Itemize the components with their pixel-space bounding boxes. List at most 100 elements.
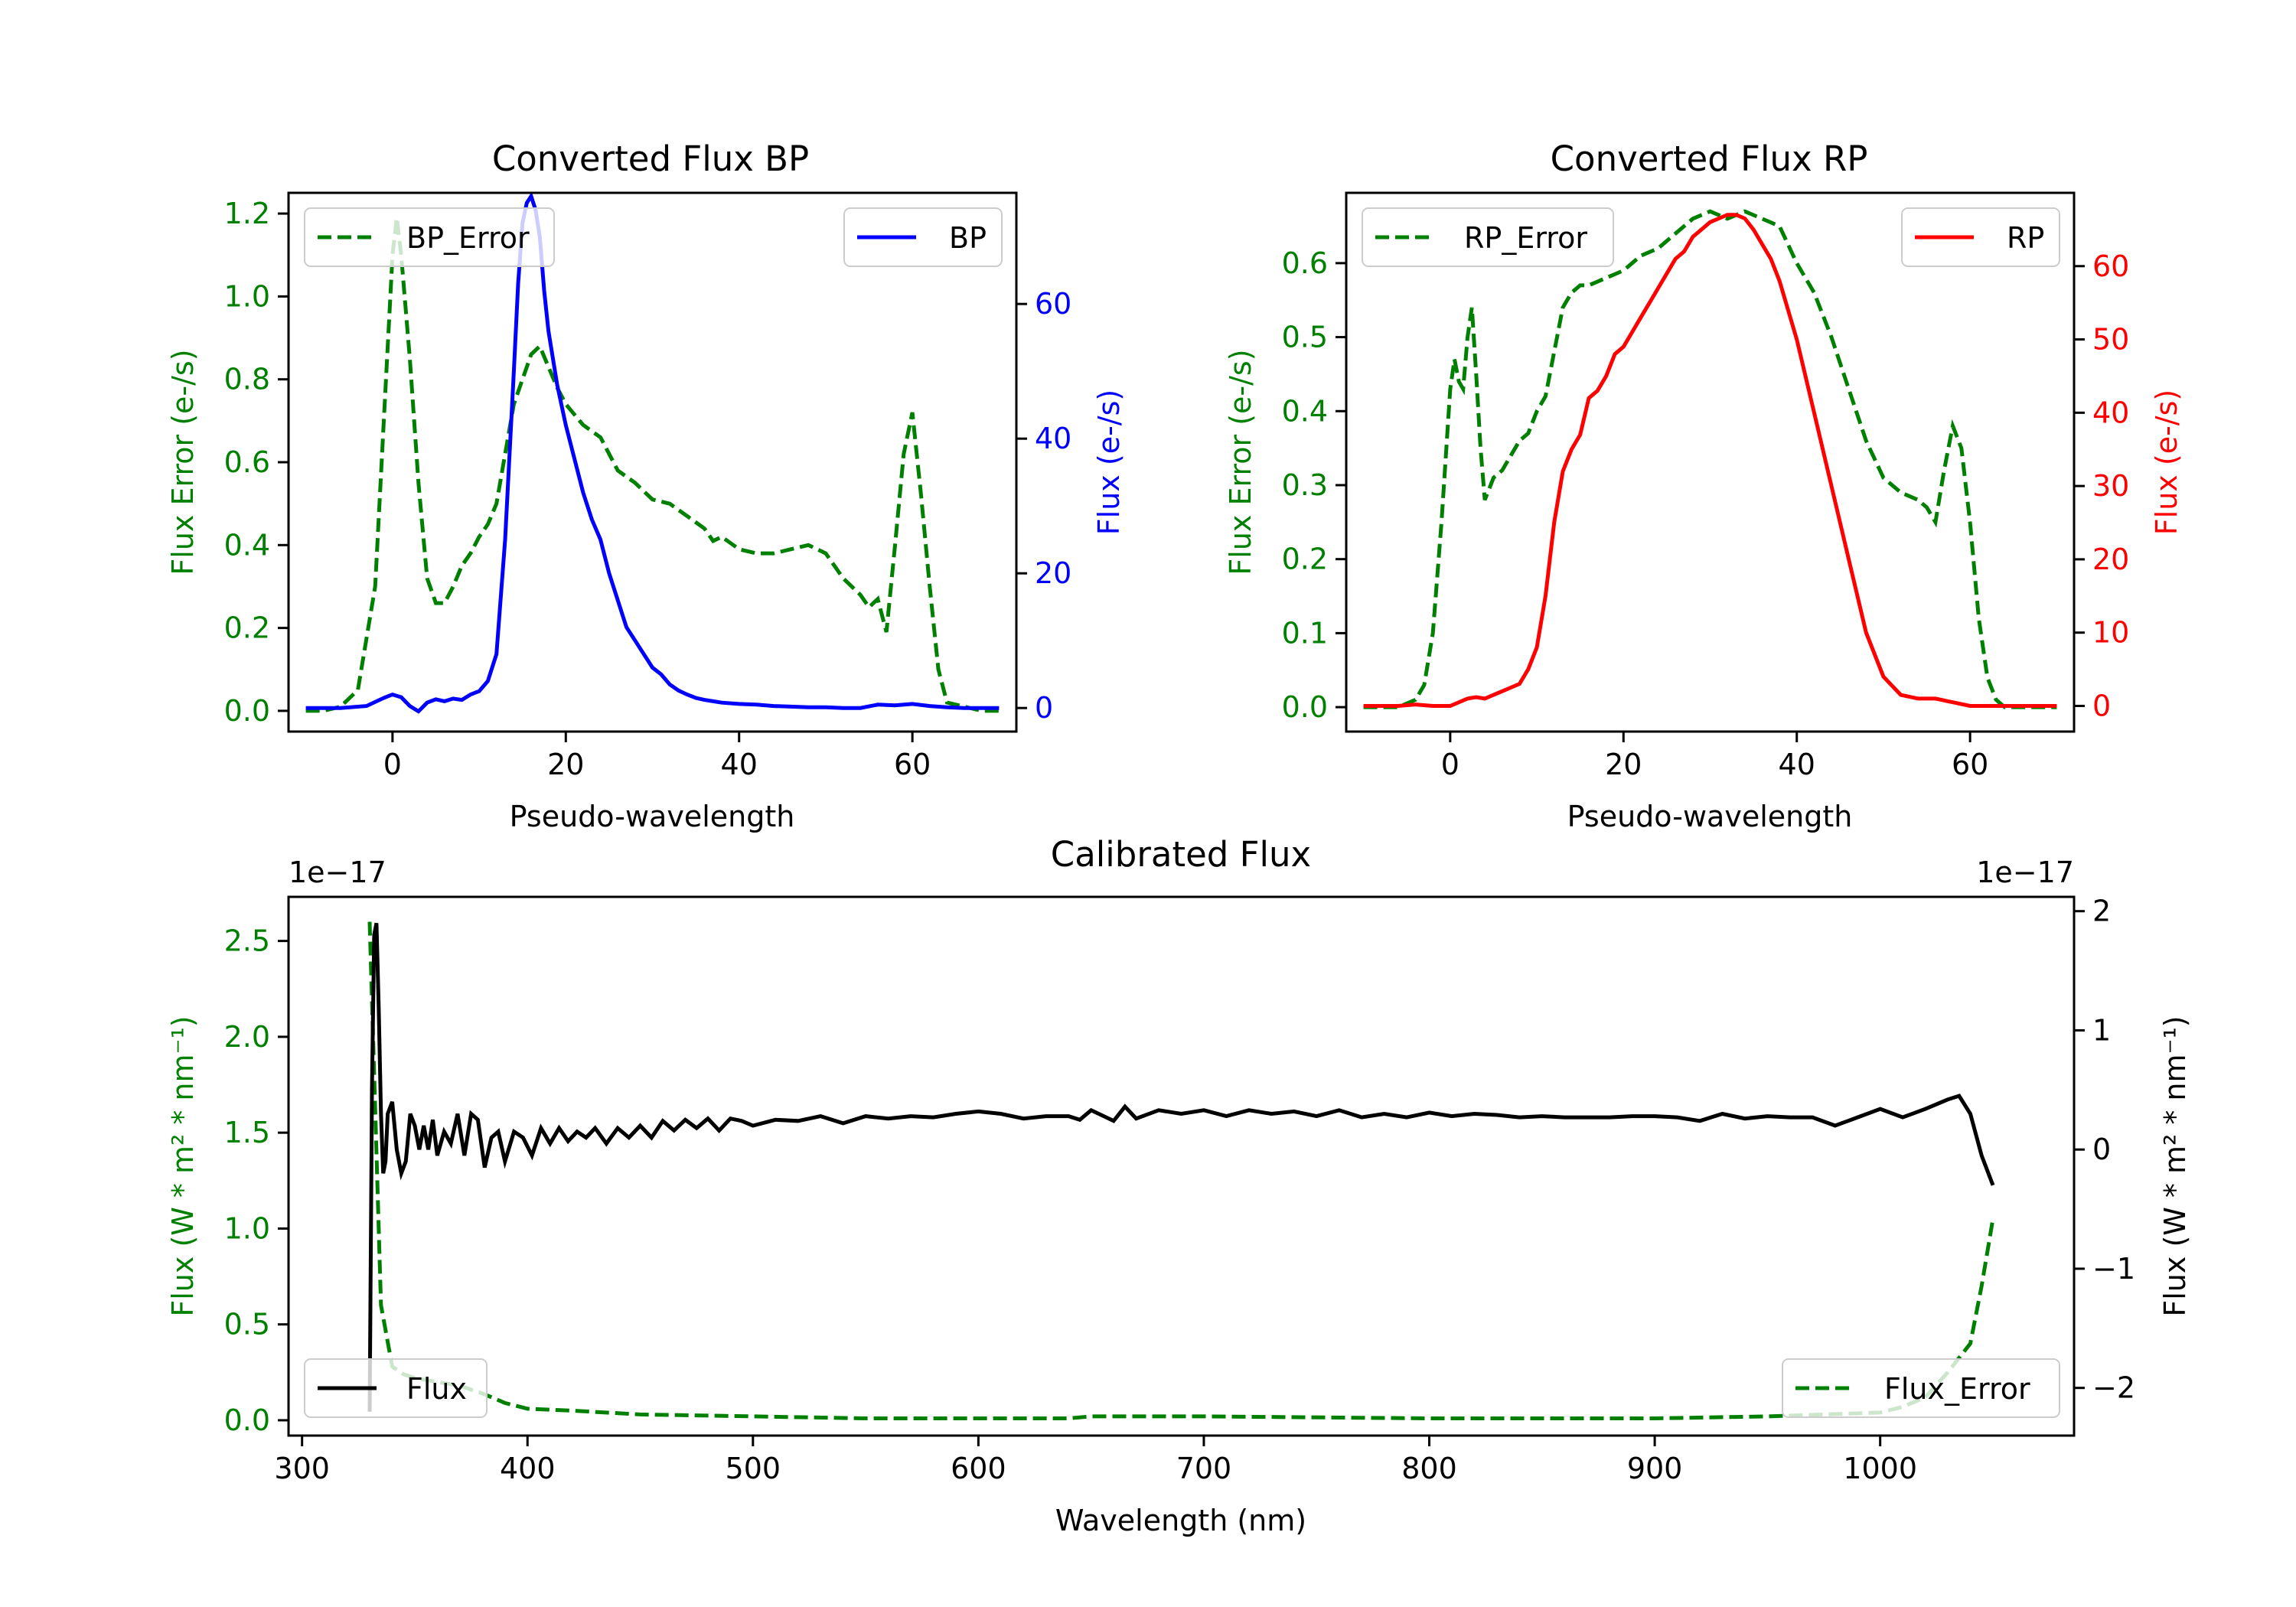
y-tick-label-left: 0.3: [1282, 468, 1328, 502]
y-tick-label-left: 0.0: [1282, 690, 1328, 724]
y-tick-label-right: 30: [2092, 469, 2129, 503]
rp-panel: Converted Flux RP 0 20 40 60 0.00.10.20.30.…: [1224, 139, 2183, 833]
bp-xlabel: Pseudo-wavelength: [510, 800, 795, 833]
y-tick-label-left: 0.2: [224, 611, 270, 645]
y-tick-label-left: 0.2: [1282, 543, 1328, 576]
y-tick-label-right: 1: [2092, 1013, 2111, 1047]
bp-plot-area: [305, 191, 1000, 714]
y-tick-label-left: 0.0: [224, 694, 270, 728]
y-tick-label-left: 1.0: [224, 279, 270, 313]
x-tick-label: 600: [951, 1452, 1006, 1485]
bp-error-line: [305, 217, 1000, 713]
rp-ylabel-left: Flux Error (e-/s): [1224, 349, 1257, 575]
y-tick-label-left: 0.5: [224, 1308, 270, 1341]
legend-label: RP_Error: [1464, 221, 1587, 255]
y-tick-label-right: 20: [1035, 556, 1071, 590]
rp-yticks-left: 0.0 0.1 0.2 0.3 0.4 0.5 0.6: [1282, 246, 1346, 724]
y-tick-label-left: 1.2: [224, 197, 270, 230]
cal-ylabel-left: Flux (W * m² * nm⁻¹): [166, 1015, 200, 1316]
y-tick-label-right: 0: [1035, 691, 1053, 725]
cal-panel: Calibrated Flux 1e−17 1e−17 300 400 500 600…: [166, 834, 2192, 1537]
rp-xlabel: Pseudo-wavelength: [1567, 800, 1853, 833]
cal-yticks-right: −2 −1 0 1 2: [2074, 895, 2135, 1405]
x-tick-label: 1000: [1843, 1452, 1917, 1485]
bp-title: Converted Flux BP: [492, 139, 809, 179]
cal-ylabel-right: Flux (W * m² * nm⁻¹): [2158, 1015, 2192, 1316]
rp-axes-frame: [1345, 191, 2076, 733]
bp-yticks-right: 0 20 40 60: [1016, 287, 1071, 725]
x-tick-label: 0: [383, 748, 402, 781]
y-tick-label-left: 0.5: [1282, 321, 1328, 354]
legend-label: BP: [949, 221, 987, 255]
cal-axes-frame: [287, 895, 2076, 1437]
x-tick-label: 40: [721, 748, 758, 781]
y-tick-label-left: 2.0: [224, 1020, 270, 1054]
legend-box: [843, 207, 1003, 267]
rp-ylabel-right: Flux (e-/s): [2150, 390, 2183, 535]
x-tick-label: 400: [500, 1452, 556, 1485]
cal-title: Calibrated Flux: [1051, 834, 1311, 875]
bp-yticks-left: 0.0 0.2 0.4 0.6 0.8 1.0 1.2: [224, 197, 289, 728]
rp-plot-area: [1363, 209, 2057, 709]
cal-scale-right: 1e−17: [1976, 856, 2074, 889]
legend-box: [1362, 207, 1614, 267]
y-tick-label-left: 0.1: [1282, 616, 1328, 650]
legend-box: [1901, 207, 2060, 267]
bp-xticks: 0 20 40 60: [383, 732, 931, 781]
y-tick-label-left: 0.8: [224, 363, 270, 396]
x-tick-label: 60: [1952, 748, 1988, 781]
y-tick-label-right: 20: [2092, 543, 2129, 576]
x-tick-label: 500: [726, 1452, 781, 1485]
legend-label: Flux_Error: [1884, 1372, 2030, 1406]
y-tick-label-right: 0: [2092, 689, 2111, 722]
legend-label: Flux: [406, 1372, 467, 1406]
y-tick-label-right: 40: [1035, 422, 1071, 455]
y-tick-label-left: 1.5: [224, 1116, 270, 1149]
y-tick-label-right: 10: [2092, 616, 2129, 650]
x-tick-label: 300: [274, 1452, 330, 1485]
x-tick-label: 0: [1441, 748, 1459, 781]
x-tick-label: 20: [1605, 748, 1642, 781]
cal-xticks: 300 400 500 600 700 800 900 1000: [274, 1436, 1917, 1485]
rp-legend-flux: RP: [1901, 207, 2060, 267]
y-tick-label-left: 0.6: [1282, 246, 1328, 280]
rp-yticks-right: 0 10 20 30 40 50 60: [2074, 249, 2129, 722]
y-tick-label-left: 0.4: [1282, 394, 1328, 428]
rp-flux-line: [1363, 213, 2057, 708]
cal-flux-line: [367, 922, 1995, 1412]
y-tick-label-left: 2.5: [224, 924, 270, 958]
bp-flux-line: [305, 191, 1000, 714]
legend-label: RP: [2007, 221, 2044, 255]
x-tick-label: 20: [547, 748, 584, 781]
x-tick-label: 700: [1176, 1452, 1232, 1485]
x-tick-label: 40: [1779, 748, 1815, 781]
legend-box: [304, 207, 555, 267]
y-tick-label-right: 50: [2092, 323, 2129, 357]
y-tick-label-left: 0.4: [224, 528, 270, 562]
bp-axes-frame: [287, 191, 1018, 733]
y-tick-label-left: 0.0: [224, 1403, 270, 1437]
y-tick-label-right: 2: [2092, 895, 2111, 928]
cal-legend-error: Flux_Error: [1782, 1358, 2060, 1418]
y-tick-label-left: 0.6: [224, 445, 270, 479]
legend-box: [1782, 1358, 2060, 1418]
legend-label: BP_Error: [406, 221, 530, 255]
rp-title: Converted Flux RP: [1551, 139, 1868, 179]
legend-box: [304, 1358, 488, 1418]
bp-ylabel-right: Flux (e-/s): [1092, 390, 1126, 535]
cal-yticks-left: 0.0 0.5 1.0 1.5 2.0 2.5: [224, 924, 289, 1437]
y-tick-label-right: −2: [2092, 1371, 2135, 1405]
y-tick-label-right: 60: [1035, 287, 1071, 321]
y-tick-label-right: 60: [2092, 249, 2129, 283]
rp-error-line: [1363, 209, 2057, 709]
y-tick-label-right: 0: [2092, 1133, 2111, 1166]
y-tick-label-right: 40: [2092, 396, 2129, 429]
bp-ylabel-left: Flux Error (e-/s): [166, 349, 200, 575]
y-tick-label-left: 1.0: [224, 1211, 270, 1245]
x-tick-label: 900: [1627, 1452, 1683, 1485]
bp-legend-error: BP_Error: [304, 207, 555, 267]
bp-panel: Converted Flux BP 0 20 40 60 0.00.20.40.60.…: [166, 139, 1126, 833]
cal-xlabel: Wavelength (nm): [1055, 1504, 1306, 1537]
